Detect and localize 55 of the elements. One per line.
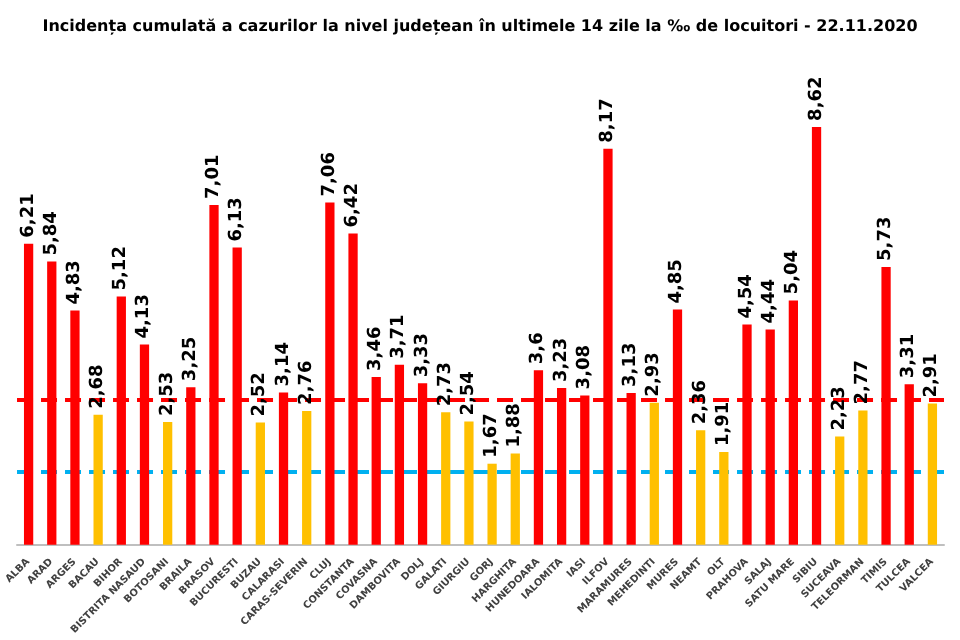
- data-label: 3,71: [389, 314, 410, 359]
- data-label: 5,84: [41, 211, 62, 256]
- bar: [927, 403, 938, 545]
- bar: [163, 422, 173, 545]
- data-label: 3,08: [574, 344, 595, 390]
- data-label: 2,53: [157, 371, 178, 417]
- data-label: 2,73: [435, 361, 456, 407]
- data-label: 5,73: [876, 216, 897, 261]
- data-label: 2,68: [88, 364, 109, 409]
- data-label: 1,67: [482, 413, 503, 458]
- bar: [302, 410, 312, 545]
- data-label: 4,83: [64, 260, 85, 305]
- data-label: 3,6: [528, 332, 549, 365]
- bar: [649, 402, 659, 545]
- data-label: 5,12: [111, 246, 132, 291]
- bar: [441, 412, 451, 545]
- data-label: 3,33: [412, 332, 433, 378]
- data-label: 2,52: [250, 372, 271, 417]
- data-label: 4,54: [737, 274, 758, 319]
- data-label: 3,31: [899, 333, 920, 379]
- data-label: 4,44: [760, 279, 781, 324]
- data-label: 8,62: [806, 76, 827, 121]
- data-label: 6,13: [227, 197, 248, 242]
- bar: [719, 452, 729, 545]
- data-label: 7,01: [204, 154, 224, 199]
- bar: [255, 422, 265, 545]
- data-label: 2,76: [296, 360, 317, 405]
- bar: [696, 430, 706, 545]
- data-label: 4,85: [667, 259, 688, 304]
- data-label: 2,91: [922, 353, 943, 398]
- data-label: 1,91: [713, 401, 734, 447]
- data-label: 8,17: [597, 98, 618, 143]
- data-label: 2,93: [644, 352, 665, 397]
- data-label: 7,06: [319, 152, 340, 197]
- data-label: 2,77: [852, 359, 873, 405]
- data-label: 3,25: [180, 336, 201, 382]
- data-label: 2,36: [690, 379, 711, 425]
- bar: [93, 414, 103, 545]
- bar: [510, 453, 520, 545]
- chart-title: Incidența cumulată a cazurilor la nivel județean în ultimele 14 zile la ‰ de locuitori - 22.11.2020: [42, 17, 919, 35]
- data-label: 6,21: [18, 193, 39, 238]
- bar: [835, 436, 845, 545]
- data-label: 2,54: [458, 371, 479, 416]
- data-label: 1,88: [505, 403, 526, 448]
- data-label: 3,46: [366, 326, 387, 371]
- data-label: 3,14: [273, 342, 294, 387]
- data-label: 4,13: [134, 294, 155, 339]
- data-label: 6,42: [343, 183, 364, 228]
- data-label: 3,13: [621, 342, 642, 387]
- bar: [464, 421, 474, 545]
- data-label: 2,23: [829, 386, 850, 431]
- data-label: 5,04: [783, 249, 804, 295]
- data-label: 3,23: [551, 337, 572, 383]
- bar: [487, 463, 497, 545]
- bar: [858, 410, 868, 545]
